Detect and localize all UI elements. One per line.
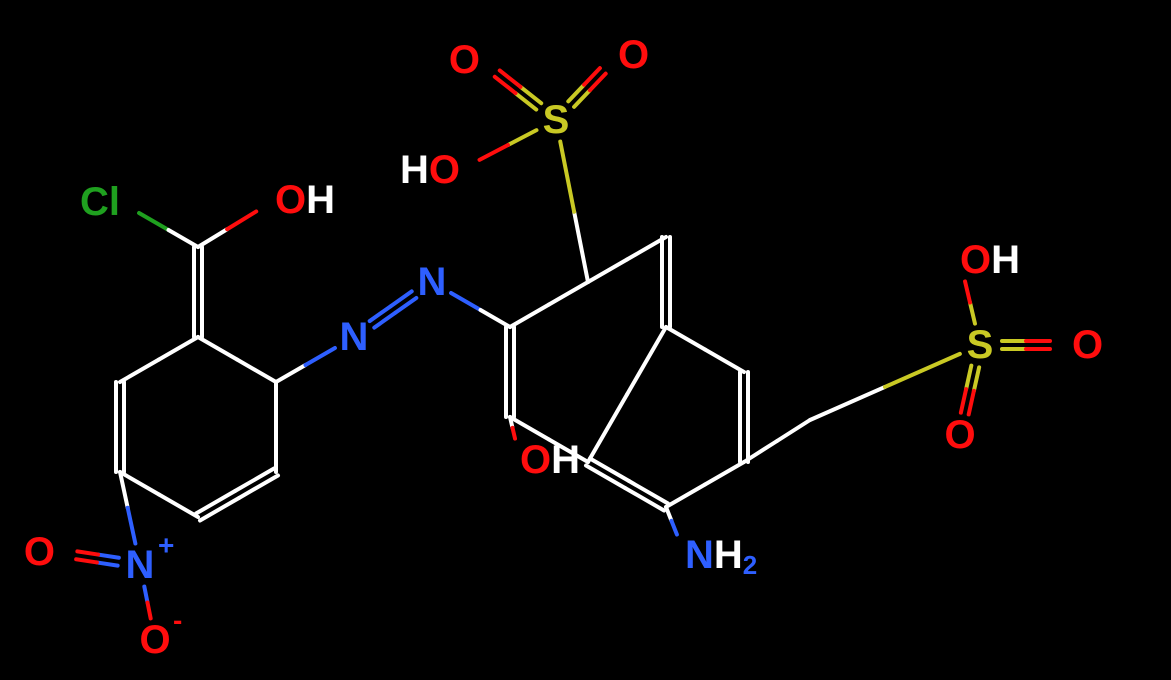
atom-label: N bbox=[340, 315, 369, 359]
atom-label: O bbox=[618, 33, 649, 77]
atom-label: Cl bbox=[80, 180, 120, 224]
atom-label: N bbox=[126, 543, 155, 587]
atom-label: O bbox=[139, 618, 170, 662]
atom-label: O bbox=[449, 38, 480, 82]
atom-label: O bbox=[1072, 323, 1103, 367]
atom-label: O bbox=[24, 530, 55, 574]
atom-label: HO bbox=[400, 148, 460, 192]
atom-label: N bbox=[418, 260, 447, 304]
molecule-diagram: ClOHN+OO-NNOHNH2SOOHOSOOOH bbox=[0, 0, 1171, 680]
atom-label: OH bbox=[275, 178, 335, 222]
atom-label: NH2 bbox=[685, 533, 757, 580]
svg-text:-: - bbox=[173, 604, 182, 635]
svg-text:+: + bbox=[158, 529, 174, 560]
atom-label: S bbox=[967, 323, 994, 367]
atom-label: O bbox=[944, 413, 975, 457]
atom-label: OH bbox=[960, 238, 1020, 282]
atom-label: OH bbox=[520, 438, 580, 482]
atom-label: S bbox=[543, 98, 570, 142]
